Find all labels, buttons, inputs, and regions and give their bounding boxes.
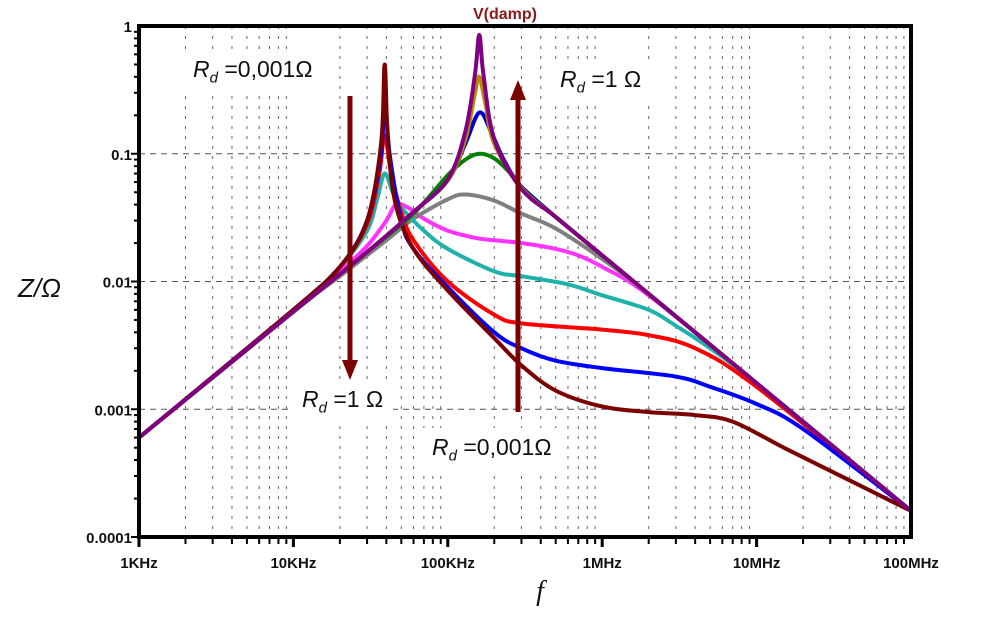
y-tick-label: 0.01 (103, 275, 132, 292)
plot-frame (137, 24, 913, 539)
x-tick-label: 10MHz (733, 555, 781, 572)
y-tick-label: 1 (124, 19, 132, 36)
annotation-rd-high-right: Rd =1 Ω (550, 60, 652, 103)
y-axis-label: Z/Ω (17, 273, 61, 303)
x-tick-label: 100KHz (421, 555, 475, 572)
y-tick-label: 0.0001 (86, 530, 132, 547)
x-tick-label: 1MHz (583, 555, 622, 572)
annotation-rd-high-left: Rd =1 Ω (292, 380, 394, 423)
chart-title: V(damp) (473, 6, 537, 23)
x-tick-label: 10KHz (270, 555, 316, 572)
annotation-rd-low-right: Rd =0,001Ω (422, 428, 562, 471)
x-axis-label: f (536, 576, 547, 607)
arrow-up-head (510, 80, 526, 100)
series-line-5 (137, 62, 912, 513)
series-line-9 (137, 33, 913, 513)
annotation-rd-low-left: Rd =0,001Ω (183, 50, 323, 93)
x-tick-label: 100MHz (883, 555, 939, 572)
y-tick-label: 0.1 (111, 147, 132, 164)
x-tick-label: 1KHz (120, 555, 158, 572)
arrow-down-head (342, 360, 358, 380)
y-tick-label: 0.001 (94, 402, 132, 419)
